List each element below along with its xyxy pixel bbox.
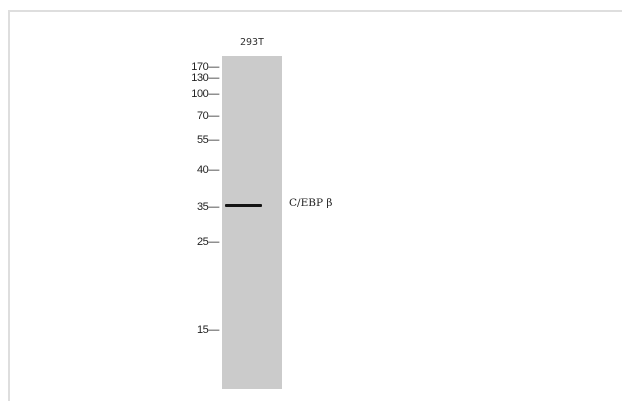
marker-25: 25— (196, 236, 219, 248)
marker-130: 130— (191, 72, 219, 84)
marker-100: 100— (191, 88, 219, 100)
marker-40: 40— (196, 164, 219, 176)
marker-35: 35— (196, 201, 219, 213)
marker-55: 55— (196, 134, 219, 146)
marker-15: 15— (196, 324, 219, 336)
protein-band (225, 204, 262, 207)
marker-70: 70— (196, 110, 219, 122)
blot-lane (222, 56, 282, 389)
lane-label: 293T (239, 37, 265, 48)
marker-170: 170— (191, 61, 219, 73)
frame-top-border (8, 10, 622, 12)
band-label: C/EBP β (289, 197, 333, 209)
frame-left-border (8, 10, 10, 401)
